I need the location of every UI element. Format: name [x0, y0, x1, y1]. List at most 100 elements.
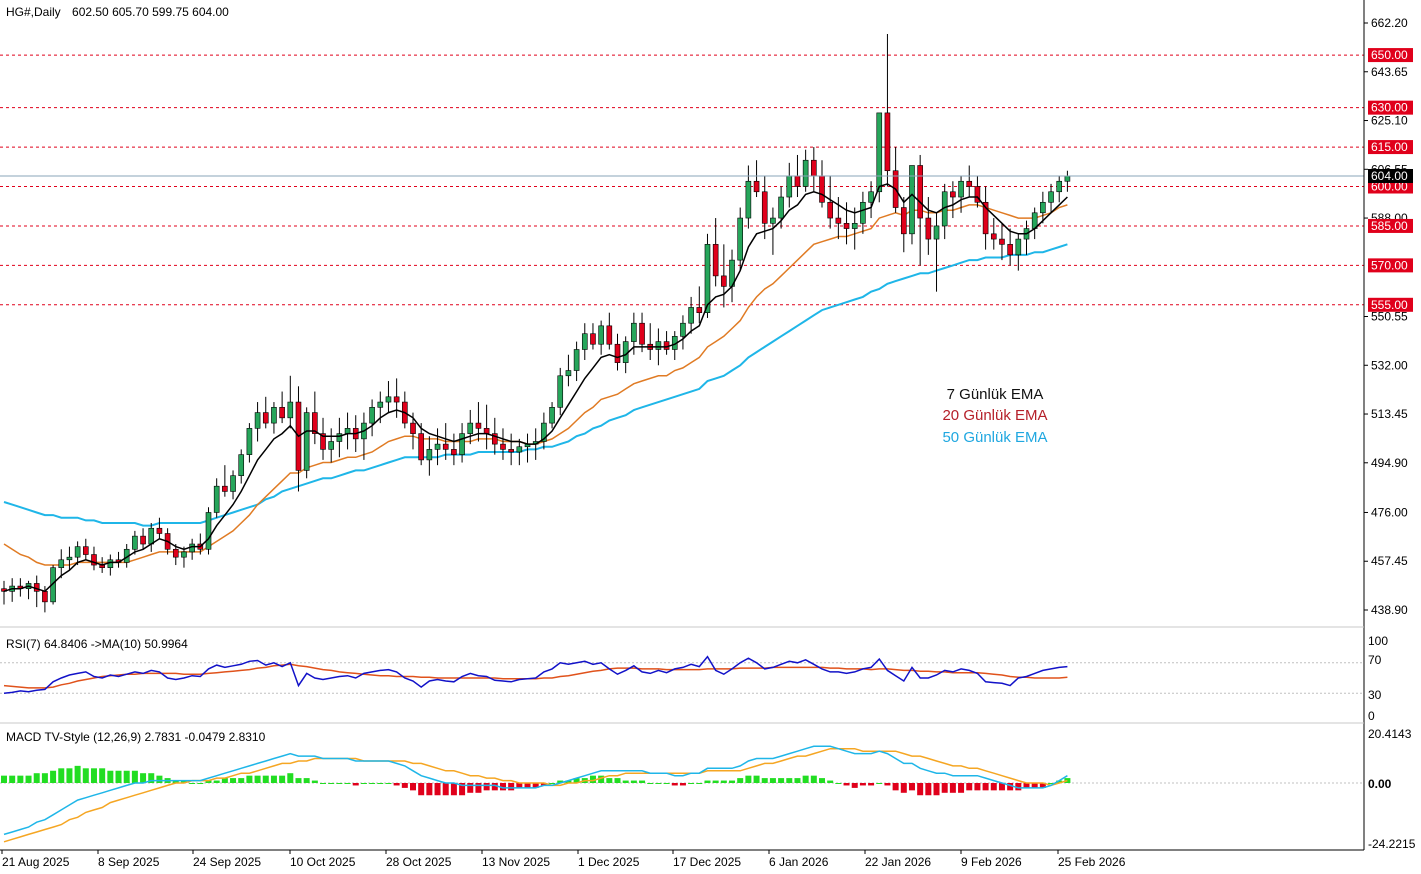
- macd-hist-bar: [532, 783, 539, 788]
- symbol-label: HG#,Daily: [6, 5, 61, 19]
- candle-bull: [467, 422, 474, 434]
- candle-bull: [336, 433, 343, 442]
- macd-hist-bar: [172, 780, 179, 783]
- macd-hist-bar: [737, 778, 744, 783]
- macd-hist-bar: [933, 783, 940, 796]
- candle-bear: [491, 433, 498, 445]
- macd-hist-bar: [344, 783, 351, 784]
- macd-hist-bar: [123, 770, 130, 783]
- macd-hist-bar: [720, 780, 727, 783]
- candle-bear: [451, 449, 457, 455]
- level-box: [1368, 258, 1413, 273]
- level-box: [1368, 297, 1413, 312]
- macd-hist-bar: [606, 778, 613, 783]
- ohlc-readout: 602.50 605.70 599.75 604.00: [72, 5, 229, 19]
- level-label: 555.00: [1371, 298, 1408, 312]
- macd-hist-bar: [884, 783, 891, 786]
- candle-bear: [172, 548, 179, 558]
- candle-bull: [631, 322, 637, 342]
- candle-bear: [590, 333, 596, 345]
- price-axis: 662.20643.65625.10606.55588.00550.55532.…: [1363, 0, 1408, 850]
- macd-hist-bar: [729, 780, 736, 783]
- candle-bull: [704, 244, 711, 313]
- macd-hist-bar: [516, 783, 523, 788]
- macd-hist-bar: [851, 783, 858, 788]
- candle-bull: [778, 196, 784, 219]
- level-label: 570.00: [1371, 258, 1408, 272]
- macd-hist-bar: [50, 770, 57, 783]
- macd-hist-bar: [598, 775, 605, 783]
- macd-hist-bar: [769, 778, 776, 783]
- macd-hist-bar: [295, 778, 302, 783]
- candle-bull: [148, 527, 155, 545]
- rsi-line: [3, 655, 1068, 694]
- candle-bull: [426, 449, 433, 461]
- macd-hist-bar: [573, 778, 580, 783]
- macd-hist-bar: [303, 778, 310, 783]
- macd-hist-bar: [467, 783, 474, 793]
- macd-hist-bar: [1048, 783, 1055, 784]
- candle-bull: [66, 556, 73, 561]
- candle-bull: [230, 475, 236, 492]
- candle-bull: [1015, 238, 1022, 256]
- macd-tick-top: 20.4143: [1368, 727, 1412, 741]
- candle-bull: [1040, 201, 1046, 214]
- candle-bull: [851, 223, 858, 229]
- price-tick-label: 643.65: [1371, 65, 1408, 79]
- candle-bull: [328, 441, 335, 450]
- macd-hist-bar: [1056, 780, 1063, 783]
- macd-hist-bar: [900, 783, 907, 793]
- macd-hist-bar: [974, 783, 981, 791]
- candle-bear: [819, 175, 825, 203]
- time-tick-label: 13 Nov 2025: [482, 855, 550, 869]
- candle-bull: [745, 180, 752, 219]
- macd-hist-bar: [827, 780, 834, 783]
- macd-hist-bar: [401, 783, 408, 788]
- legend-ema20: 20 Günlük EMA: [942, 407, 1047, 424]
- level-labels: 650.00 630.00 615.00 600.00 585.00 570.00 555.…: [1368, 48, 1413, 312]
- candle-bull: [74, 546, 81, 558]
- rsi-ma-line: [3, 663, 1068, 689]
- time-tick-label: 28 Oct 2025: [386, 855, 452, 869]
- candle-bear: [696, 307, 703, 313]
- macd-hist-bar: [17, 775, 24, 783]
- level-label: 630.00: [1371, 101, 1408, 115]
- macd-tick-bottom: -24.2215: [1368, 837, 1416, 851]
- macd-hist-bar: [794, 778, 801, 783]
- macd-hist-bar: [90, 768, 97, 783]
- candle-bull: [860, 201, 866, 224]
- macd-hist-bar: [753, 775, 760, 783]
- macd-hist-bar: [557, 780, 564, 783]
- candle-bear: [1007, 244, 1013, 256]
- macd-line: [3, 745, 1068, 836]
- rsi-tick-30: 30: [1368, 688, 1382, 702]
- macd-hist-bar: [33, 773, 40, 783]
- candle-bull: [189, 543, 195, 553]
- macd-hist-bar: [843, 783, 850, 786]
- level-label: 615.00: [1371, 140, 1408, 154]
- macd-hist-bar: [25, 775, 32, 783]
- candle-bull: [688, 307, 694, 324]
- macd-hist-bar: [565, 780, 572, 783]
- macd-hist-bar: [696, 783, 703, 784]
- candle-bull: [1048, 191, 1054, 203]
- macd-hist-bar: [434, 783, 441, 796]
- macd-hist-bar: [671, 783, 678, 786]
- legend-ema7: 7 Günlük EMA: [947, 386, 1044, 403]
- macd-hist-bar: [221, 778, 228, 783]
- macd-hist-bar: [990, 783, 997, 791]
- price-tick-label: 662.20: [1371, 16, 1408, 30]
- macd-hist-bar: [786, 778, 793, 783]
- macd-hist-bar: [369, 783, 376, 784]
- candle-bear: [222, 485, 228, 492]
- macd-hist-bar: [1015, 783, 1022, 791]
- macd-hist-bar: [115, 770, 122, 783]
- level-box: [1368, 218, 1413, 233]
- candle-bull: [958, 180, 964, 198]
- macd-hist-bar: [107, 770, 114, 783]
- macd-hist-bar: [835, 783, 842, 784]
- candle-bull: [655, 341, 662, 350]
- candle-bear: [835, 217, 842, 224]
- macd-hist-bar: [655, 783, 662, 784]
